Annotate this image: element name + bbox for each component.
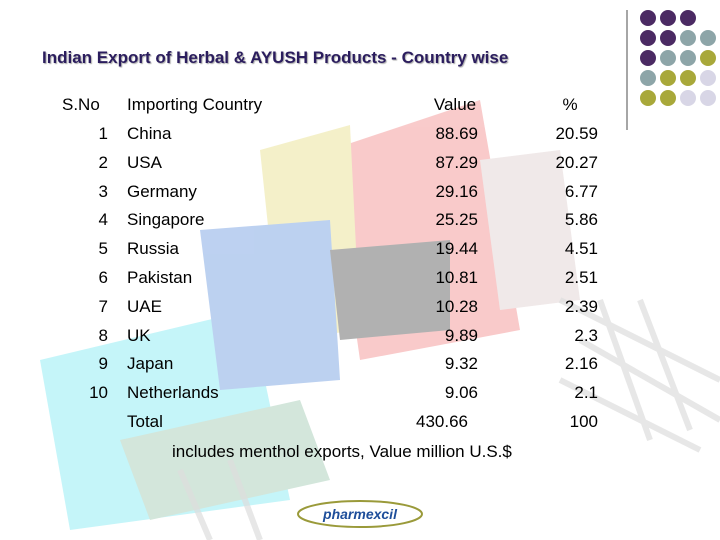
- dot: [660, 30, 676, 46]
- dot: [660, 10, 676, 26]
- country: USA: [127, 152, 162, 172]
- value: 9.06: [444, 383, 478, 403]
- column-header: %: [562, 95, 578, 114]
- percent: 2.3: [574, 325, 598, 345]
- percent: 2.1: [574, 383, 598, 403]
- value: 10.28: [435, 296, 478, 316]
- title: Indian Export of Herbal & AYUSH Products…: [42, 48, 509, 67]
- column-header: Value: [433, 95, 477, 114]
- percent: 2.16: [564, 354, 598, 374]
- dot: [700, 50, 716, 66]
- dot: [700, 70, 716, 86]
- country: China: [127, 124, 172, 143]
- dot: [700, 90, 716, 106]
- percent: 4.51: [564, 239, 598, 259]
- total-percent: 100: [569, 412, 598, 431]
- note: includes menthol exports, Value million …: [172, 442, 512, 461]
- value: 25.25: [435, 210, 478, 230]
- column-header: S.No: [62, 95, 100, 114]
- dot: [680, 30, 696, 46]
- dot: [680, 90, 696, 106]
- dot: [660, 70, 676, 86]
- value: 9.89: [444, 325, 478, 345]
- value: 9.32: [444, 354, 478, 374]
- decor-grid: [177, 297, 720, 540]
- serial-number: 7: [98, 296, 108, 316]
- dot: [640, 10, 656, 26]
- dot: [640, 50, 656, 66]
- dot: [660, 90, 676, 106]
- serial-number: 2: [98, 152, 108, 172]
- column-header: Importing Country: [127, 95, 263, 114]
- percent: 20.59: [555, 124, 598, 143]
- serial-number: 8: [98, 325, 108, 345]
- value: 19.44: [435, 239, 478, 259]
- percent: 2.39: [564, 296, 598, 316]
- dot: [700, 30, 716, 46]
- country: Russia: [127, 239, 179, 259]
- logo: pharmexcil: [322, 506, 398, 522]
- serial-number: 6: [98, 268, 108, 287]
- dot: [680, 10, 696, 26]
- country: UK: [127, 325, 151, 345]
- percent: 5.86: [564, 210, 598, 230]
- country: UAE: [127, 296, 162, 316]
- country: Pakistan: [127, 268, 193, 287]
- country: Netherlands: [127, 383, 219, 403]
- logo-badge: [297, 500, 423, 528]
- serial-number: 3: [98, 181, 108, 201]
- serial-number: 9: [98, 354, 108, 374]
- total-label: Total: [127, 412, 163, 431]
- decor-shapes: [40, 100, 580, 530]
- dot: [660, 50, 676, 66]
- country: Singapore: [127, 210, 205, 230]
- value: 88.69: [435, 124, 478, 143]
- percent: 2.51: [564, 268, 598, 287]
- value: 29.16: [435, 181, 478, 201]
- dot: [640, 30, 656, 46]
- total-value: 430.66: [416, 412, 468, 431]
- dot: [640, 90, 656, 106]
- percent: 6.77: [564, 181, 598, 201]
- dot-grid: [640, 10, 716, 106]
- serial-number: 4: [98, 210, 108, 230]
- value: 87.29: [435, 152, 478, 172]
- percent: 20.27: [555, 152, 598, 172]
- serial-number: 10: [89, 383, 108, 403]
- dot: [680, 70, 696, 86]
- dot: [680, 50, 696, 66]
- value: 10.81: [435, 268, 478, 287]
- country: Germany: [127, 181, 197, 201]
- country: Japan: [127, 354, 174, 374]
- dot: [640, 70, 656, 86]
- serial-number: 5: [98, 239, 108, 259]
- serial-number: 1: [98, 124, 108, 143]
